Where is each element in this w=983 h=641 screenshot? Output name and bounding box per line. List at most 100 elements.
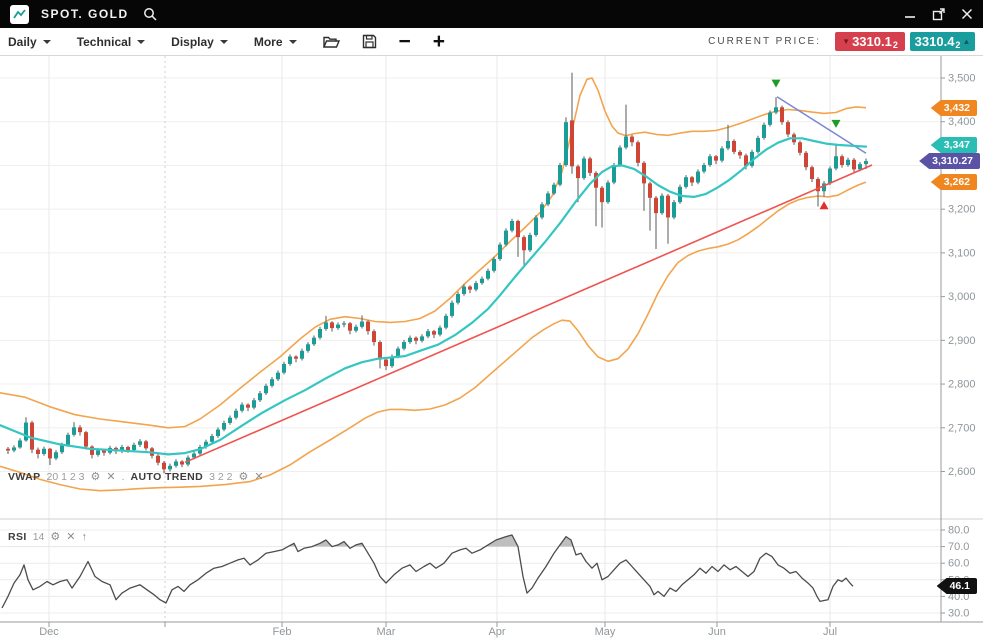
ask-price-badge[interactable]: 3310.4 2 ▲ (910, 32, 975, 51)
search-icon[interactable] (143, 7, 157, 21)
candle-body (846, 159, 850, 166)
candle-body (648, 183, 652, 198)
month-label: Jul (823, 626, 837, 638)
candle-body (228, 417, 232, 423)
candle-body (684, 177, 688, 187)
candle-body (486, 270, 490, 279)
candle-body (756, 137, 760, 152)
candle-body (12, 447, 16, 451)
candle-body (126, 447, 130, 451)
candle-body (276, 372, 280, 380)
rsi-overbought-fill (2, 535, 853, 547)
candle-body (246, 404, 250, 408)
close-icon[interactable]: ✕ (66, 531, 76, 543)
candle-body (162, 462, 166, 470)
candle-body (180, 461, 184, 465)
candle-body (744, 155, 748, 166)
zoom-in-icon[interactable]: + (432, 29, 446, 53)
signal-marker-up (819, 201, 829, 210)
candle-body (414, 337, 418, 341)
candle-body (252, 400, 256, 408)
vwap-line[interactable] (0, 137, 868, 456)
candle-body (690, 177, 694, 183)
price-chart[interactable]: 3,5003,4003,3003,2003,1003,0002,9002,800… (0, 56, 983, 641)
rsi-tick-label: 30.0 (948, 608, 969, 620)
candle-body (384, 359, 388, 367)
price-tick-label: 3,400 (948, 116, 976, 128)
bb-upper-line[interactable] (0, 77, 867, 429)
candle-body (696, 171, 700, 183)
menu-more[interactable]: More (254, 35, 297, 49)
candle-body (834, 156, 838, 169)
candle-body (750, 151, 754, 166)
close-icon[interactable]: ✕ (254, 471, 264, 483)
candle-body (534, 217, 538, 235)
candle-body (456, 293, 460, 303)
window-title: SPOT. GOLD (41, 7, 129, 21)
close-icon[interactable] (961, 8, 973, 20)
chart-logo-icon (10, 4, 29, 24)
candle-body (828, 168, 832, 184)
menu-daily[interactable]: Daily (8, 35, 51, 49)
candle-body (210, 436, 214, 442)
minimize-icon[interactable] (904, 8, 916, 20)
candle-body (36, 449, 40, 455)
popout-icon[interactable] (932, 7, 945, 21)
candle-body (378, 342, 382, 360)
close-icon[interactable]: ✕ (106, 471, 116, 483)
rsi-line (1, 534, 854, 609)
gear-icon[interactable]: ⚙ (90, 471, 101, 483)
candle-body (264, 385, 268, 394)
arrow-up-icon[interactable]: ↑ (81, 530, 88, 543)
candle-body (612, 165, 616, 183)
candle-body (156, 455, 160, 463)
month-label: Apr (488, 626, 505, 638)
separator-dot: . (121, 470, 125, 483)
candle-body (294, 356, 298, 359)
gear-icon[interactable]: ⚙ (50, 531, 61, 543)
zoom-out-icon[interactable]: − (398, 29, 411, 53)
bb-lower-line[interactable] (0, 181, 867, 492)
candle-body (174, 461, 178, 466)
candle-body (540, 204, 544, 218)
candle-body (654, 197, 658, 214)
candle-body (390, 356, 394, 367)
candle-body (780, 107, 784, 123)
candle-body (60, 444, 64, 453)
title-bar: SPOT. GOLD (0, 0, 983, 28)
bid-price-badge[interactable]: ▼ 3310.1 2 (835, 32, 905, 51)
chevron-down-icon (137, 40, 146, 44)
candle-body (168, 465, 172, 470)
candle-body (408, 337, 412, 343)
candle-body (762, 124, 766, 138)
candle-body (822, 183, 826, 192)
current-price-label: CURRENT PRICE: (708, 36, 821, 47)
price-tick-label: 3,000 (948, 291, 976, 303)
candle-body (450, 302, 454, 316)
month-label: Mar (377, 626, 396, 638)
price-tick-label: 3,500 (948, 73, 976, 85)
gear-icon[interactable]: ⚙ (238, 471, 249, 483)
vwap-params: 20 1 2 3 (46, 470, 85, 483)
candle-body (732, 140, 736, 152)
month-label: Jun (708, 626, 726, 638)
candle-body (96, 450, 100, 455)
candle-body (576, 166, 580, 179)
candle-body (810, 167, 814, 179)
candle-body (204, 441, 208, 448)
candle-body (558, 165, 562, 185)
candle-body (342, 323, 346, 325)
open-folder-icon[interactable] (322, 35, 340, 49)
candle-body (330, 322, 334, 329)
trendline-support[interactable] (184, 164, 873, 464)
save-icon[interactable] (362, 34, 377, 49)
trendline-resistance[interactable] (776, 96, 867, 154)
candle-body (666, 195, 670, 218)
menu-display[interactable]: Display (171, 35, 228, 49)
candle-body (726, 140, 730, 149)
candle-body (288, 356, 292, 364)
candle-body (396, 348, 400, 357)
candle-body (738, 151, 742, 156)
candle-body (24, 422, 28, 441)
menu-technical[interactable]: Technical (77, 35, 146, 49)
